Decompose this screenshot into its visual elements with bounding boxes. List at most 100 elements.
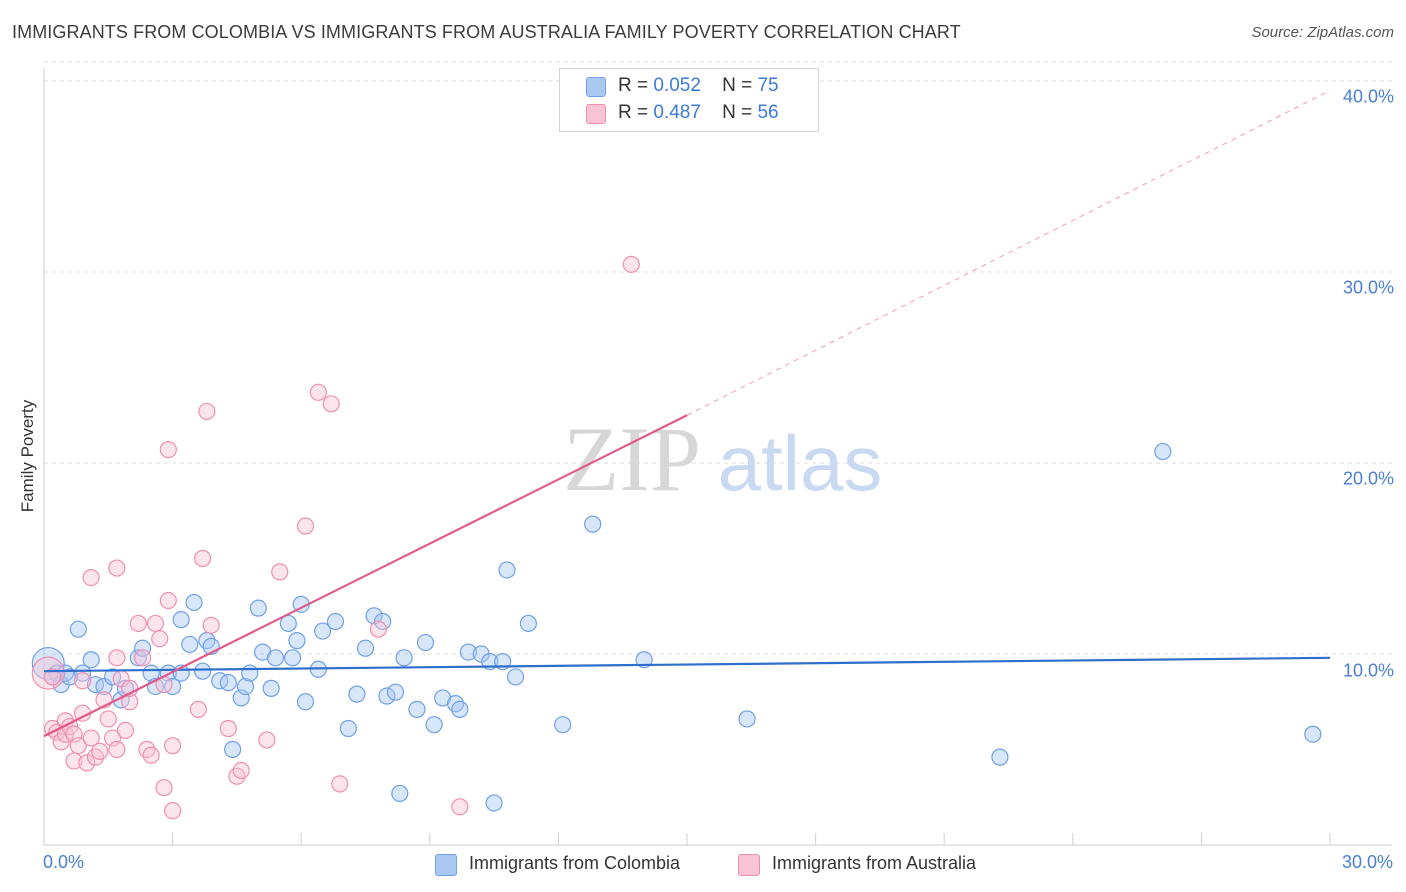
legend-r-label: R =	[618, 75, 649, 96]
legend-swatch-australia	[586, 104, 606, 124]
australia-point	[133, 649, 152, 667]
australia-point	[108, 559, 126, 577]
colombia-point	[266, 649, 285, 667]
colombia-point	[635, 651, 653, 669]
colombia-point	[129, 649, 147, 667]
watermark-zip: ZIP	[563, 408, 701, 510]
colombia-trend-line	[43, 656, 1331, 673]
y-tick-30: 30.0%	[1342, 277, 1394, 298]
legend-r-value: 0.052	[653, 75, 701, 96]
australia-point	[622, 255, 640, 273]
australia-point	[271, 563, 289, 581]
y-tick-20: 20.0%	[1342, 468, 1394, 489]
colombia-point	[459, 643, 477, 661]
colombia-point	[314, 622, 332, 640]
colombia-point	[498, 561, 516, 579]
legend-n-label: N =	[722, 75, 753, 96]
australia-point	[296, 517, 315, 535]
legend-r-label: R =	[618, 102, 649, 123]
colombia-point	[378, 687, 396, 705]
australia-point	[159, 441, 177, 459]
australia-point	[451, 798, 469, 816]
colombia-point	[356, 639, 375, 657]
colombia-point	[554, 716, 572, 734]
australia-trend-extension	[686, 90, 1331, 416]
colombia-point	[326, 612, 345, 631]
source-label: Source: ZipAtlas.com	[1251, 24, 1394, 41]
legend-n-value: 56	[757, 102, 779, 123]
chart-title: IMMIGRANTS FROM COLOMBIA VS IMMIGRANTS F…	[12, 22, 961, 42]
australia-point	[116, 721, 135, 740]
legend-n-label: N =	[722, 102, 753, 123]
legend-swatch-colombia	[586, 77, 606, 97]
y-tick-10: 10.0%	[1342, 660, 1394, 681]
australia-point	[369, 620, 387, 638]
colombia-point	[194, 662, 212, 680]
watermark-atlas: atlas	[718, 419, 883, 507]
australia-point	[78, 754, 96, 772]
colombia-point	[738, 710, 756, 728]
australia-point	[258, 731, 276, 749]
bottom-legend-swatch-australia	[738, 854, 760, 876]
colombia-point	[241, 664, 259, 682]
colombia-point	[425, 716, 443, 734]
grid-lines	[44, 61, 1392, 655]
colombia-point	[506, 668, 525, 686]
australia-point	[142, 746, 160, 764]
x-tick-0: 0.0%	[43, 852, 85, 872]
colombia-point	[339, 719, 357, 738]
australia-point	[219, 719, 237, 738]
australia-point	[73, 672, 92, 690]
colombia-point	[95, 677, 113, 696]
australia-point	[164, 802, 182, 820]
australia-point	[164, 737, 182, 755]
colombia-point	[386, 683, 405, 701]
australia-point	[322, 395, 340, 413]
colombia-point	[991, 748, 1009, 766]
australia-point	[202, 616, 220, 634]
australia-point	[43, 668, 62, 686]
colombia-point	[296, 693, 315, 711]
legend-n-value: 75	[757, 75, 779, 96]
colombia-point	[262, 679, 280, 697]
australia-point	[151, 630, 169, 648]
bottom-legend-swatch-colombia	[435, 854, 457, 876]
colombia-point	[224, 740, 242, 759]
australia-point	[31, 656, 65, 690]
colombia-point	[61, 668, 79, 686]
bottom-legend-label-australia: Immigrants from Australia	[772, 853, 977, 873]
legend-r-value: 0.487	[653, 102, 701, 123]
australia-point	[108, 649, 126, 667]
colombia-point	[279, 614, 297, 633]
colombia-point	[236, 677, 255, 696]
colombia-point	[519, 614, 537, 633]
colombia-point	[391, 784, 409, 803]
australia-point	[309, 383, 327, 401]
australia-point	[108, 740, 126, 759]
y-tick-40: 40.0%	[1342, 86, 1394, 107]
australia-point	[189, 700, 207, 718]
australia-point	[232, 761, 250, 780]
australia-point	[91, 742, 109, 761]
australia-point	[99, 710, 117, 728]
colombia-point	[395, 649, 413, 667]
australia-point	[331, 775, 349, 793]
colombia-point	[1154, 442, 1172, 461]
x-tick-30: 30.0%	[1341, 852, 1393, 872]
colombia-point	[1304, 725, 1322, 743]
australia-point	[82, 729, 100, 747]
x-axis	[43, 68, 1392, 846]
colombia-point	[288, 632, 306, 650]
australia-point	[194, 549, 212, 568]
australia-point	[155, 779, 173, 797]
colombia-point	[485, 794, 503, 812]
colombia-point	[284, 649, 302, 667]
colombia-point	[365, 607, 383, 625]
colombia-point	[172, 611, 190, 629]
colombia-point	[348, 685, 366, 703]
colombia-point	[451, 700, 469, 718]
australia-trend-line	[43, 414, 688, 738]
colombia-point	[181, 635, 199, 654]
australia-point	[198, 402, 216, 421]
